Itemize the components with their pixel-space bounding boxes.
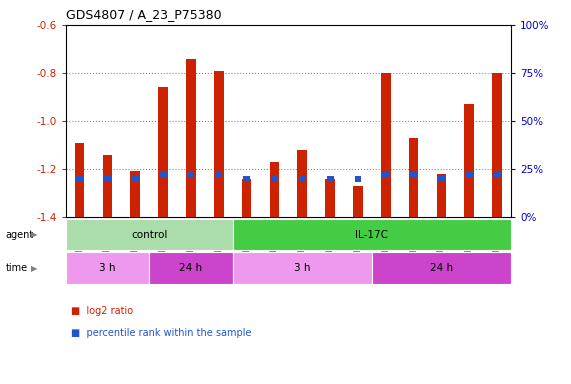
Text: 3 h: 3 h (294, 263, 311, 273)
Bar (75, 142, 85, 217)
Bar (325, 179, 335, 217)
Text: control: control (131, 230, 167, 240)
Bar (160, 172, 167, 178)
Bar (214, 71, 224, 217)
Bar (327, 175, 333, 182)
Bar (437, 174, 447, 217)
Text: ▶: ▶ (31, 263, 38, 273)
Bar (410, 172, 417, 178)
Bar (271, 175, 278, 182)
Bar (149, 252, 233, 284)
Bar (243, 175, 250, 182)
Text: 24 h: 24 h (430, 263, 453, 273)
Bar (492, 73, 502, 217)
Bar (215, 172, 222, 178)
Text: ■  log2 ratio: ■ log2 ratio (71, 306, 134, 316)
Bar (353, 186, 363, 217)
Bar (494, 172, 501, 178)
Bar (372, 252, 511, 284)
Bar (464, 104, 474, 217)
Bar (130, 171, 140, 217)
Bar (242, 179, 251, 217)
Bar (104, 175, 111, 182)
Bar (466, 172, 473, 178)
Text: 24 h: 24 h (179, 263, 203, 273)
Text: 3 h: 3 h (99, 263, 116, 273)
Bar (103, 155, 112, 217)
Bar (381, 73, 391, 217)
Text: ▶: ▶ (31, 230, 38, 239)
Text: ■  percentile rank within the sample: ■ percentile rank within the sample (71, 328, 252, 338)
Bar (297, 150, 307, 217)
Bar (158, 88, 168, 217)
Bar (438, 175, 445, 182)
Bar (186, 59, 196, 217)
Text: GDS4807 / A_23_P75380: GDS4807 / A_23_P75380 (66, 8, 222, 21)
Bar (187, 172, 194, 178)
Bar (383, 172, 389, 178)
Bar (76, 175, 83, 182)
Text: agent: agent (6, 230, 34, 240)
Bar (66, 219, 233, 250)
Bar (299, 175, 305, 182)
Text: IL-17C: IL-17C (355, 230, 388, 240)
Bar (355, 175, 361, 182)
Bar (270, 162, 279, 217)
Text: time: time (6, 263, 28, 273)
Bar (233, 252, 372, 284)
Bar (132, 175, 139, 182)
Bar (66, 252, 149, 284)
Bar (409, 138, 419, 217)
Bar (233, 219, 511, 250)
